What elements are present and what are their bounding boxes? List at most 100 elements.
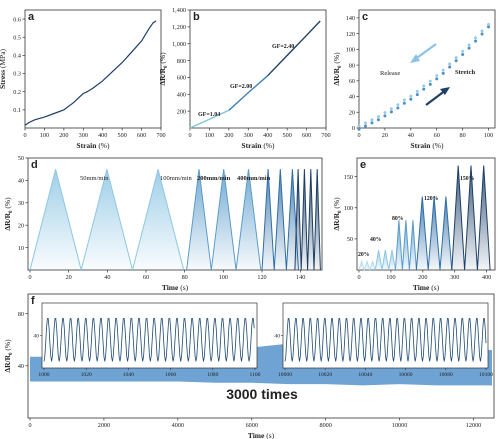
b-y-tick-label: 1,400 [172,7,186,14]
e-y-tick-label: 150 [344,174,353,181]
e-strain-label: 150% [460,176,475,182]
e-cycle-fill [416,196,452,270]
c-data-point [435,77,439,81]
f-inset-x-tick-label: 1080 [207,372,218,378]
c-release-label: Release [380,70,400,77]
e-cycle-fill [375,250,396,270]
c-x-tick-label: 60 [434,132,440,139]
d-x-tick-label: 80 [182,274,188,281]
a-plot-frame [24,9,162,129]
c-data-point [389,110,393,114]
e-cycle-fill [359,261,376,270]
c-data-point [357,127,361,131]
d-y-tick-label: 10 [18,245,24,252]
c-stretch-arrowhead [440,87,450,95]
d-speed-label: 200mm/min [197,175,231,182]
a-y-tick-label: 0.6 [13,16,21,23]
b-x-tick-label: 300 [244,132,253,139]
a-y-axis-label: Stress (MPa) [0,48,7,89]
c-data-point [383,111,387,115]
c-data-point [454,56,458,60]
d-y-tick-label: 20 [18,222,24,229]
f-x-tick-label: 8000 [319,422,331,429]
b-segment-line [267,20,321,77]
b-y-tick-label: 600 [177,75,186,82]
b-gauge-factor-label: GF=2.00 [230,84,252,90]
panel-d: 0 20 40 60 80 100 120 140 10 20 30 40 50 Time (s) ΔR/R… [3,155,323,292]
c-data-point [376,115,380,119]
b-panel-letter: b [193,11,200,23]
b-plot-frame [189,9,327,129]
f-inset-signal [43,318,255,362]
e-y-tick-label: 50 [347,236,353,243]
a-y-tick-label: 0.3 [13,71,21,78]
c-data-point [428,79,432,83]
e-x-tick-label: 300 [450,274,459,281]
c-stretch-arrow [425,89,447,106]
b-segment-line [189,109,230,129]
c-data-point [389,107,393,111]
f-x-tick-label: 10000 [392,422,407,429]
d-y-axis-label: ΔR/R0 (%) [3,197,14,231]
f-y-axis-label: ΔR/R0 (%) [3,339,14,373]
f-x-tick-label: 12000 [466,422,481,429]
f-inset: 10000 10020 10040 10060 10080 10100 40 [274,302,493,378]
c-data-point [441,68,445,72]
d-cycle-line [29,169,185,271]
d-x-tick-label: 0 [28,274,31,281]
panel-b: 0 100 200 300 400 500 600 700 200 400 600 800 1,000 1… [158,7,331,150]
b-gauge-factor-label: GF=2.40 [272,44,294,50]
d-cycle-fill [294,169,321,270]
d-cycle-fill [262,169,299,270]
c-data-point [402,98,406,102]
e-x-tick-label: 200 [418,274,427,281]
e-strain-label: 40% [370,237,382,243]
d-y-tick-label: 40 [18,178,24,185]
c-data-point [415,93,419,97]
c-panel-letter: c [362,11,368,23]
d-x-tick-label: 140 [296,274,305,281]
e-strain-label: 80% [392,216,404,222]
e-x-tick-label: 0 [357,274,360,281]
c-y-axis-label: ΔR/R0 (%) [332,52,343,86]
a-y-tick-label: 0.4 [13,53,21,60]
c-data-point [422,84,426,88]
a-x-tick-label: 500 [118,132,127,139]
c-y-tick-label: 120 [346,31,355,38]
panel-f: 0 2000 4000 6000 8000 10000 12000 40 80 Time (s) Δ… [3,293,495,439]
f-inset-x-tick-label: 10100 [479,372,493,378]
e-cycle-line [374,250,396,271]
b-y-tick-label: 400 [177,91,186,98]
f-inset-x-tick-label: 10040 [358,372,372,378]
b-x-tick-label: 100 [205,132,214,139]
c-data-point [415,89,419,93]
c-data-point [409,94,413,98]
e-x-tick-label: 400 [482,274,491,281]
e-strain-label: 120% [424,196,439,202]
c-data-point [461,49,465,53]
f-x-tick-label: 6000 [246,422,258,429]
f-inset-x-tick-label: 10080 [439,372,453,378]
f-inset-x-tick-label: 10060 [399,372,413,378]
c-data-point [487,23,491,27]
c-y-tick-label: 40 [349,94,355,101]
a-x-tick-label: 0 [23,132,26,139]
b-gauge-factor-label: GF=1.04 [198,112,220,118]
c-y-tick-label: 20 [349,109,355,116]
c-data-point [422,87,426,91]
a-y-tick-label: 0.1 [13,107,21,114]
c-data-point [448,65,452,69]
d-x-axis-label: Time (s) [162,283,189,292]
e-y-tick-label: 100 [344,205,353,212]
f-cycles-banner: 3000 times [226,386,298,402]
a-x-tick-label: 600 [137,132,146,139]
e-y-axis-label: ΔR/R0 (%) [332,197,343,231]
e-x-tick-label: 100 [386,274,395,281]
c-data-point [428,82,432,86]
d-cycle-line [261,169,299,271]
e-cycle-fill [395,220,417,270]
b-x-tick-label: 0 [188,132,191,139]
a-x-tick-label: 400 [98,132,107,139]
d-speed-label: 400mm/min [237,175,271,182]
